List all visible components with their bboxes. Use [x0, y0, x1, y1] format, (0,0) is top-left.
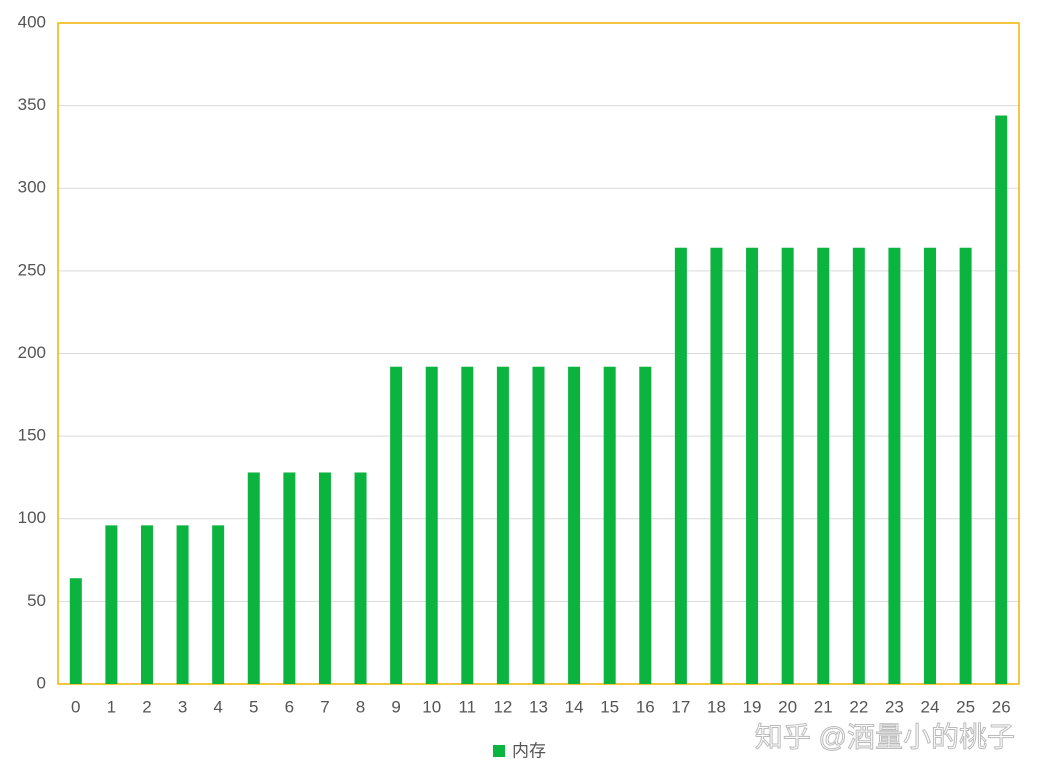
- x-tick-label: 26: [992, 697, 1011, 716]
- x-tick-label: 4: [213, 697, 222, 716]
- bar: [959, 247, 972, 685]
- bar: [425, 366, 438, 684]
- x-tick-label: 20: [778, 697, 797, 716]
- bar: [105, 525, 118, 684]
- bar: [354, 472, 367, 684]
- bar: [781, 247, 794, 685]
- x-tick-label: 24: [921, 697, 940, 716]
- bar: [69, 578, 82, 684]
- x-tick-label: 22: [849, 697, 868, 716]
- x-tick-label: 0: [71, 697, 80, 716]
- x-tick-label: 14: [565, 697, 584, 716]
- x-tick-label: 8: [356, 697, 365, 716]
- x-tick-label: 13: [529, 697, 548, 716]
- bar: [212, 525, 225, 684]
- y-tick-label: 0: [37, 673, 46, 692]
- bar: [674, 247, 687, 685]
- bar: [461, 366, 474, 684]
- bar: [710, 247, 723, 685]
- watermark: 知乎 @酒量小的桃子: [755, 721, 1015, 752]
- bar: [176, 525, 189, 684]
- legend-swatch: [493, 745, 505, 757]
- y-tick-label: 350: [18, 95, 46, 114]
- x-tick-label: 12: [493, 697, 512, 716]
- x-tick-label: 10: [422, 697, 441, 716]
- bar: [568, 366, 581, 684]
- x-tick-label: 15: [600, 697, 619, 716]
- x-tick-label: 7: [320, 697, 329, 716]
- legend-label: 内存: [512, 741, 546, 760]
- y-tick-label: 400: [18, 12, 46, 31]
- x-tick-label: 11: [458, 697, 476, 716]
- bar: [746, 247, 759, 685]
- y-tick-label: 250: [18, 260, 46, 279]
- y-tick-label: 50: [27, 591, 46, 610]
- bar: [924, 247, 937, 685]
- x-tick-label: 2: [142, 697, 151, 716]
- x-tick-label: 16: [636, 697, 655, 716]
- x-tick-label: 3: [178, 697, 187, 716]
- bar: [888, 247, 901, 685]
- x-tick-label: 6: [285, 697, 294, 716]
- bar: [318, 472, 331, 684]
- x-tick-label: 23: [885, 697, 904, 716]
- x-tick-label: 9: [391, 697, 400, 716]
- bar: [852, 247, 865, 685]
- x-tick-label: 1: [107, 697, 116, 716]
- bar: [532, 366, 545, 684]
- x-tick-label: 17: [671, 697, 690, 716]
- bar: [817, 247, 830, 685]
- bar: [995, 115, 1008, 685]
- y-tick-label: 150: [18, 426, 46, 445]
- y-tick-label: 200: [18, 343, 46, 362]
- bar: [283, 472, 296, 684]
- x-tick-label: 21: [814, 697, 833, 716]
- y-tick-label: 300: [18, 178, 46, 197]
- x-tick-label: 25: [956, 697, 975, 716]
- bar: [496, 366, 509, 684]
- x-tick-label: 18: [707, 697, 726, 716]
- y-tick-label: 100: [18, 508, 46, 527]
- bar: [390, 366, 403, 684]
- bar: [639, 366, 652, 684]
- x-tick-label: 19: [743, 697, 762, 716]
- x-tick-label: 5: [249, 697, 258, 716]
- bar: [247, 472, 260, 684]
- bar: [603, 366, 616, 684]
- bar: [140, 525, 153, 684]
